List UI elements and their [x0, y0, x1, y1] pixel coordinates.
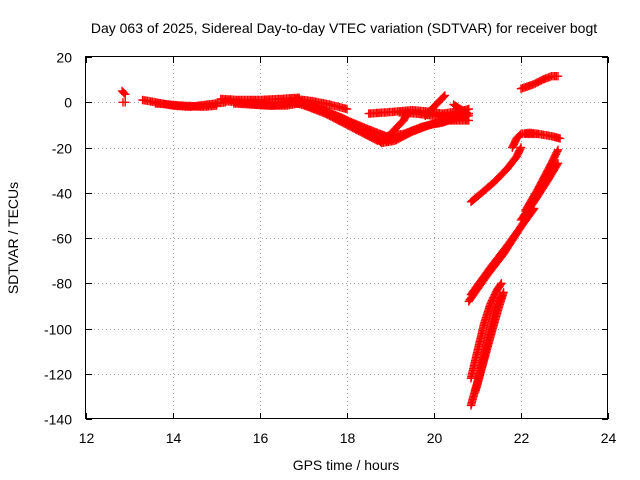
- x-tick-label: 16: [253, 430, 269, 446]
- x-tick-label: 18: [340, 430, 356, 446]
- data-track-11: [294, 98, 473, 148]
- data-point: [512, 152, 521, 161]
- y-tick-label: -40: [52, 186, 72, 202]
- data-track-17: [466, 143, 526, 206]
- x-tick-labels: 12 14 16 18 20 22 24: [79, 430, 617, 446]
- y-tick-label: 0: [64, 95, 72, 111]
- y-tick-label: -80: [52, 276, 72, 292]
- data-track-26: [471, 288, 508, 397]
- axis-ticks: [86, 57, 609, 420]
- data-point: [464, 116, 473, 125]
- x-tick-label: 20: [427, 430, 443, 446]
- data-point: [342, 104, 352, 114]
- data-point: [439, 92, 448, 101]
- data-point: [121, 90, 130, 99]
- data-track-14: [381, 108, 413, 143]
- data-point: [440, 91, 450, 100]
- y-tick-label: -140: [44, 412, 72, 428]
- x-tick-label: 12: [79, 430, 95, 446]
- data-point: [553, 72, 563, 81]
- x-tick-label: 24: [601, 430, 617, 446]
- data-point: [212, 101, 221, 110]
- y-tick-label: -60: [52, 231, 72, 247]
- data-track-21: [466, 204, 539, 299]
- data-point: [496, 280, 505, 289]
- y-tick-label: 20: [56, 50, 72, 66]
- data-point: [499, 288, 508, 297]
- data-point: [553, 145, 563, 154]
- y-tick-label: -120: [44, 367, 72, 383]
- data-marks: [117, 72, 565, 410]
- data-track-27: [516, 72, 563, 93]
- y-axis-title: SDTVAR / TECUs: [5, 182, 21, 294]
- data-point: [516, 143, 526, 152]
- data-track-23: [521, 145, 563, 216]
- data-track-16: [449, 100, 471, 117]
- data-point: [497, 279, 506, 288]
- y-tick-label: -100: [44, 322, 72, 338]
- x-tick-label: 14: [166, 430, 182, 446]
- data-point: [119, 89, 129, 98]
- x-tick-label: 22: [514, 430, 530, 446]
- data-point: [555, 134, 565, 143]
- data-track-1: [117, 86, 130, 99]
- y-tick-label: -20: [52, 141, 72, 157]
- plot-frame: [85, 56, 608, 419]
- data-point: [462, 108, 471, 117]
- data-track-4: [151, 99, 221, 111]
- data-track-15: [421, 91, 450, 120]
- data-point: [403, 108, 413, 117]
- y-tick-labels: 20 0 -20 -40 -60 -80 -100 -120 -140: [44, 50, 72, 428]
- data-track-19: [521, 129, 565, 143]
- chart-title: Day 063 of 2025, Sidereal Day-to-day VTE…: [91, 20, 597, 36]
- x-axis-title: GPS time / hours: [293, 457, 400, 473]
- data-point: [121, 98, 130, 107]
- data-track-2: [118, 98, 130, 107]
- data-track-24: [466, 279, 506, 383]
